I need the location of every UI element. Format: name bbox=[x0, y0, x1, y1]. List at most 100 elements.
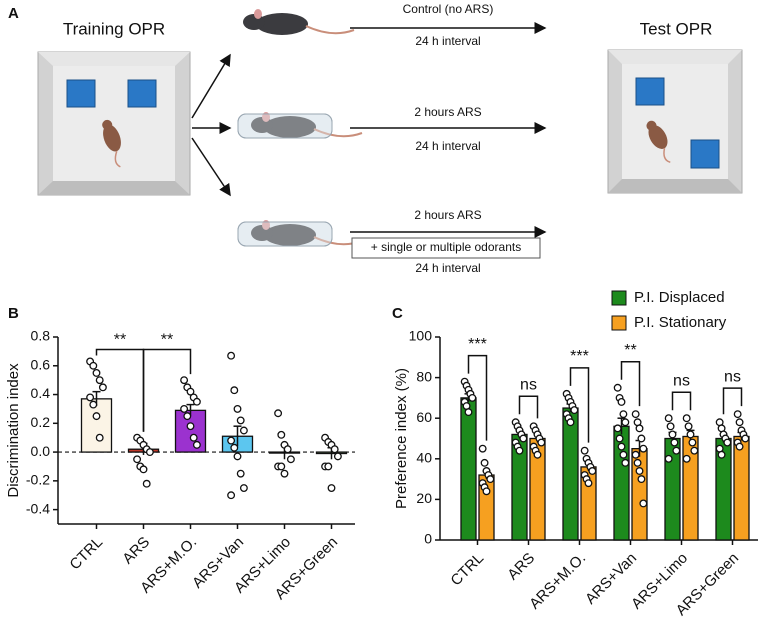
y-tick-label: -0.2 bbox=[26, 472, 50, 488]
bar bbox=[733, 435, 750, 541]
test-cage bbox=[607, 49, 743, 194]
y-tick-label: 0.4 bbox=[31, 385, 51, 401]
data-point bbox=[664, 414, 673, 423]
data-point bbox=[664, 454, 673, 463]
significance-label: *** bbox=[468, 336, 487, 353]
data-point bbox=[468, 393, 477, 402]
data-point bbox=[330, 445, 339, 454]
data-point bbox=[570, 406, 579, 415]
y-tick-label: 100 bbox=[409, 328, 433, 344]
x-tick-label: ARS bbox=[504, 550, 538, 584]
mouse-restrained bbox=[237, 111, 363, 139]
data-point bbox=[236, 416, 245, 425]
data-point bbox=[192, 397, 201, 406]
data-point bbox=[98, 383, 107, 392]
training-label: Training OPR bbox=[63, 19, 165, 38]
data-point bbox=[635, 467, 644, 475]
test-label: Test OPR bbox=[640, 19, 713, 38]
data-point bbox=[95, 433, 104, 442]
y-axis-label: Preference index (%) bbox=[393, 368, 410, 509]
data-point bbox=[327, 484, 336, 492]
bar bbox=[562, 407, 579, 541]
condition-label: 2 hours ARS bbox=[414, 105, 481, 119]
y-tick-label: 0.0 bbox=[31, 443, 51, 459]
data-point bbox=[180, 404, 189, 413]
data-point bbox=[686, 430, 695, 439]
condition-arrows bbox=[350, 22, 547, 238]
y-tick-label: -0.4 bbox=[26, 500, 50, 516]
legend-swatch bbox=[611, 290, 627, 306]
condition-label: Control (no ARS) bbox=[403, 2, 494, 16]
data-point bbox=[619, 410, 628, 419]
data-point bbox=[486, 475, 495, 484]
legend-label: P.I. Displaced bbox=[634, 289, 725, 306]
data-point bbox=[236, 469, 245, 478]
data-point bbox=[617, 398, 626, 406]
data-point bbox=[615, 434, 624, 443]
panel-label: A bbox=[8, 5, 19, 22]
significance-bracket bbox=[518, 395, 539, 419]
y-axis-label: Discrimination index bbox=[5, 363, 22, 498]
data-point bbox=[482, 487, 491, 496]
interval-label: 24 h interval bbox=[415, 139, 480, 153]
data-point bbox=[639, 499, 648, 508]
data-point bbox=[227, 351, 236, 360]
significance-bracket bbox=[569, 367, 590, 443]
data-point bbox=[230, 443, 239, 452]
data-point bbox=[617, 442, 626, 451]
data-point bbox=[637, 434, 646, 443]
data-point bbox=[280, 469, 289, 478]
significance-bracket bbox=[142, 348, 192, 432]
significance-label: ns bbox=[520, 376, 537, 393]
data-point bbox=[519, 434, 528, 443]
data-point bbox=[277, 430, 286, 439]
data-point bbox=[95, 376, 104, 385]
data-point bbox=[621, 458, 630, 467]
data-point bbox=[233, 404, 242, 413]
data-point bbox=[588, 467, 597, 475]
data-point bbox=[684, 422, 693, 431]
data-point bbox=[192, 440, 201, 449]
data-point bbox=[688, 438, 697, 447]
significance-bracket bbox=[722, 387, 743, 415]
treatment-label: + single or multiple odorants bbox=[371, 240, 521, 254]
data-point bbox=[89, 361, 98, 370]
data-point bbox=[613, 424, 622, 433]
y-tick-label: 0.2 bbox=[31, 414, 51, 430]
data-point bbox=[735, 418, 744, 427]
data-point bbox=[92, 369, 101, 377]
data-point bbox=[239, 426, 248, 435]
legend-label: P.I. Stationary bbox=[634, 314, 727, 331]
data-point bbox=[666, 422, 675, 431]
data-point bbox=[230, 386, 239, 395]
data-point bbox=[717, 450, 726, 459]
significance-label: ** bbox=[161, 332, 173, 349]
data-point bbox=[324, 462, 333, 471]
panel-label: B bbox=[8, 305, 19, 322]
x-tick-label: CTRL bbox=[447, 550, 487, 590]
significance-label: ns bbox=[673, 372, 690, 389]
data-point bbox=[635, 424, 644, 433]
data-point bbox=[733, 410, 742, 419]
y-tick-label: 60 bbox=[416, 409, 432, 425]
x-tick-label: ARS bbox=[119, 534, 153, 568]
panel-label: C bbox=[392, 305, 403, 322]
x-tick-label: ARS+M.O. bbox=[526, 550, 589, 613]
data-point bbox=[89, 400, 98, 409]
training-cage bbox=[37, 51, 191, 196]
data-point bbox=[670, 438, 679, 447]
branch-arrows bbox=[191, 53, 232, 197]
data-point bbox=[682, 414, 691, 423]
significance-label: ** bbox=[114, 332, 126, 349]
data-point bbox=[515, 446, 524, 455]
significance-bracket bbox=[467, 354, 488, 441]
mouse-control bbox=[242, 8, 355, 36]
data-point bbox=[672, 446, 681, 455]
significance-bracket bbox=[671, 391, 692, 411]
data-point bbox=[631, 450, 640, 459]
condition-label: 2 hours ARS bbox=[414, 208, 481, 222]
significance-label: *** bbox=[570, 348, 589, 365]
data-point bbox=[690, 446, 699, 455]
data-point bbox=[139, 465, 148, 474]
